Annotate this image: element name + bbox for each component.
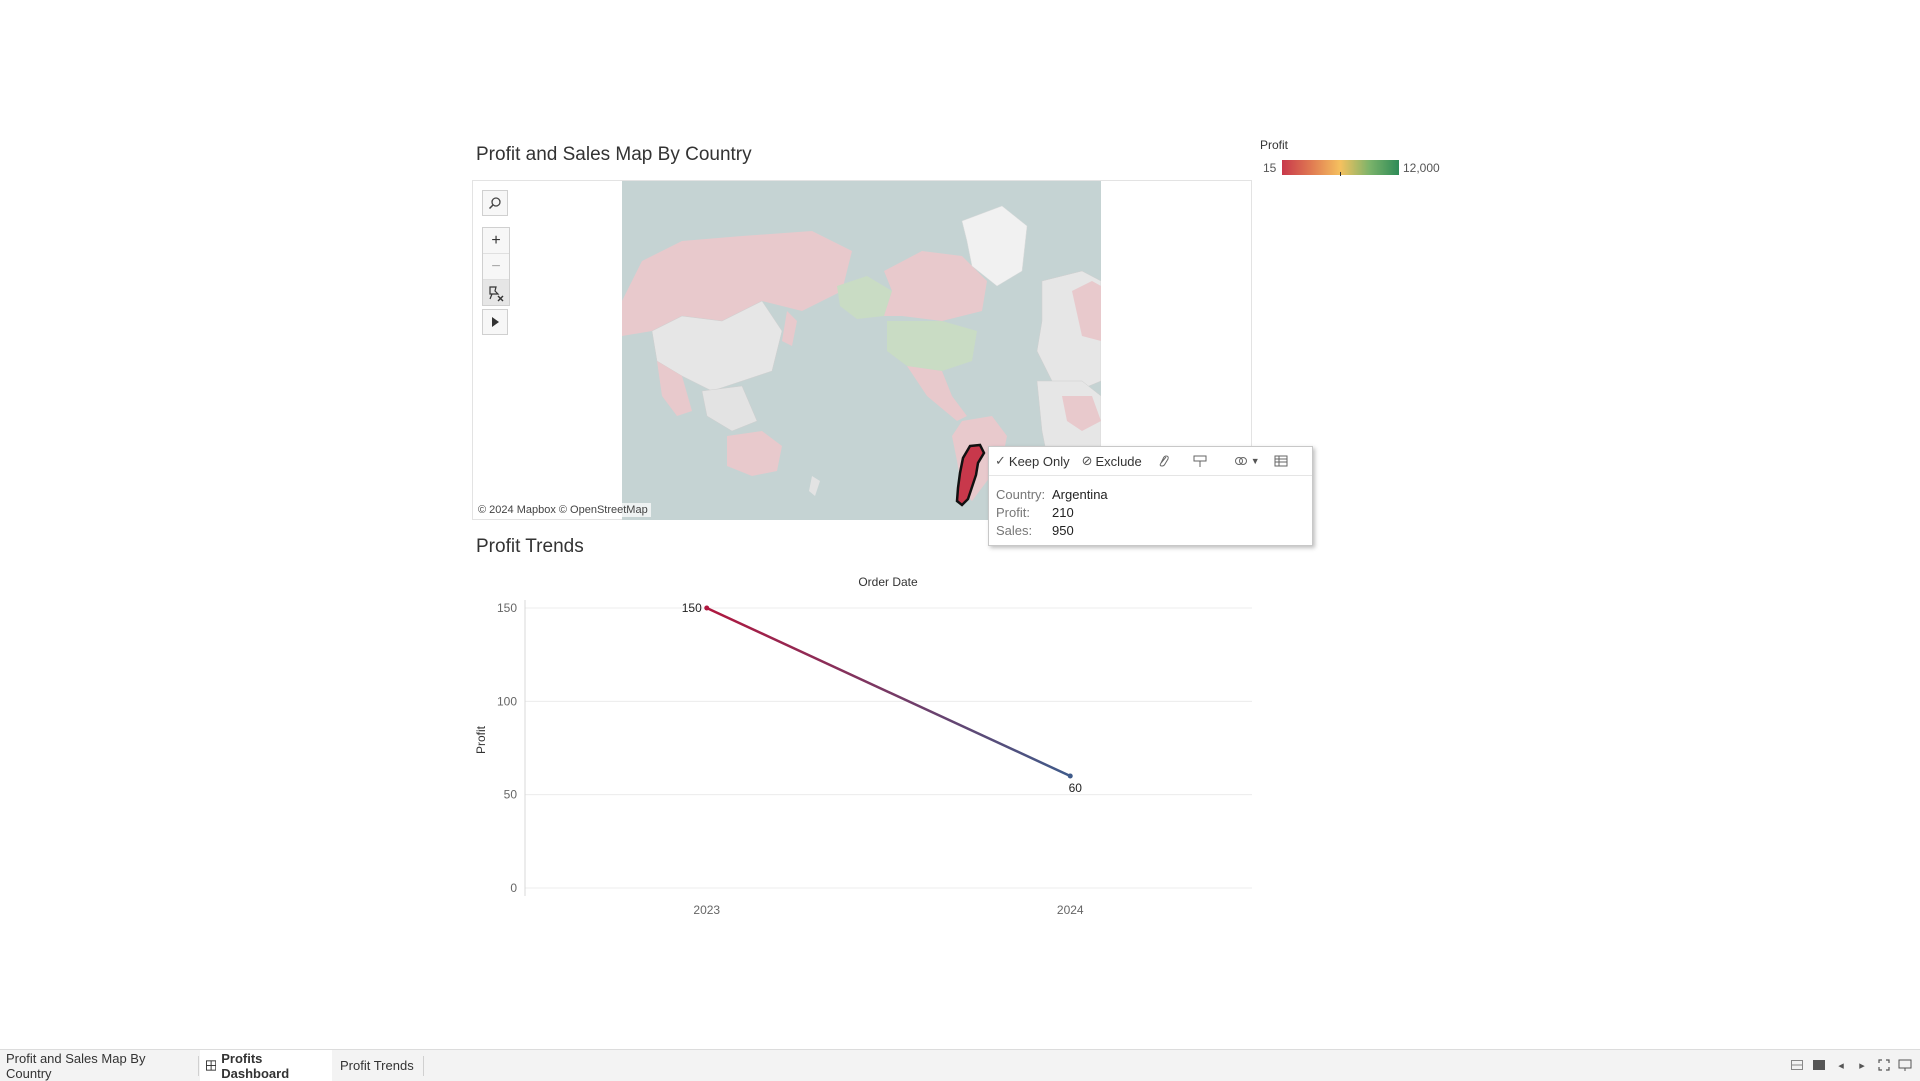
legend-marker xyxy=(1340,172,1341,176)
data-point[interactable] xyxy=(704,605,710,611)
trends-title: Profit Trends xyxy=(476,536,584,557)
keep-only-label: Keep Only xyxy=(1008,453,1070,469)
grid-view-icon[interactable] xyxy=(1790,1058,1804,1072)
y-tick-label: 150 xyxy=(497,601,517,615)
search-icon xyxy=(488,197,501,210)
next-icon[interactable]: ▸ xyxy=(1859,1059,1865,1072)
tooltip-key: Country: xyxy=(996,486,1046,502)
link-icon xyxy=(1234,457,1247,465)
legend-min: 15 xyxy=(1263,161,1277,175)
world-map xyxy=(622,205,1101,520)
sign-icon xyxy=(1193,455,1207,467)
x-tick-label: 2024 xyxy=(1057,903,1084,915)
map-expand-button[interactable] xyxy=(482,309,508,335)
zoom-in-button[interactable]: + xyxy=(483,228,509,254)
fullscreen-icon[interactable] xyxy=(1877,1058,1891,1072)
reset-map-button[interactable] xyxy=(483,280,509,305)
dashboard-icon xyxy=(206,1060,217,1071)
tab-profit-trends[interactable]: Profit Trends xyxy=(334,1050,422,1081)
y-axis-ticks: 0 50 100 150 xyxy=(497,601,517,895)
y-tick-label: 100 xyxy=(497,694,517,708)
tab-label: Profit Trends xyxy=(340,1058,414,1073)
table-icon xyxy=(1274,455,1288,467)
create-set-button[interactable] xyxy=(1186,454,1214,468)
zoom-out-button[interactable]: − xyxy=(483,254,509,280)
series-line[interactable] xyxy=(706,606,1071,778)
tooltip-row-profit: Profit: 210 xyxy=(996,503,1108,521)
single-view-icon[interactable] xyxy=(1812,1058,1826,1072)
view-data-button[interactable] xyxy=(1268,455,1294,467)
sheet-tab-bar: Profit and Sales Map By Country Profits … xyxy=(0,1049,1920,1081)
chart-series: 150 60 xyxy=(682,601,1083,795)
tooltip-row-country: Country: Argentina xyxy=(996,485,1108,503)
group-members-button[interactable] xyxy=(1152,454,1176,468)
present-icon[interactable] xyxy=(1898,1058,1912,1072)
map-search-button[interactable] xyxy=(482,190,508,216)
tooltip-value: Argentina xyxy=(1052,486,1108,502)
tab-label: Profits Dashboard xyxy=(221,1050,290,1081)
keep-only-button[interactable]: ✓ Keep Only xyxy=(989,453,1076,469)
legend-max: 12,000 xyxy=(1403,161,1440,175)
tooltip-rows: Country: Argentina Profit: 210 Sales: 95… xyxy=(996,485,1108,539)
argentina-selected-shape[interactable] xyxy=(950,443,990,508)
exclude-button[interactable]: ⊘ Exclude xyxy=(1076,453,1148,469)
chart-title: Order Date xyxy=(858,575,918,589)
exclude-icon: ⊘ xyxy=(1081,453,1093,468)
data-label: 60 xyxy=(1069,781,1083,795)
tab-profits-dashboard[interactable]: Profits Dashboard xyxy=(200,1050,332,1081)
data-label: 150 xyxy=(682,601,702,615)
x-axis-ticks: 2023 2024 xyxy=(693,903,1084,915)
legend-color-ramp[interactable] xyxy=(1282,160,1399,175)
tooltip-value: 950 xyxy=(1052,522,1074,538)
caret-down-icon: ▼ xyxy=(1250,456,1260,466)
check-icon: ✓ xyxy=(995,453,1006,468)
tooltip-key: Profit: xyxy=(996,504,1030,520)
tooltip-row-sales: Sales: 950 xyxy=(996,521,1108,539)
chart-grid xyxy=(524,600,1252,896)
more-actions-dropdown[interactable]: ▼ xyxy=(1228,455,1266,467)
play-icon xyxy=(492,317,499,327)
tooltip-value: 210 xyxy=(1052,504,1074,520)
data-point[interactable] xyxy=(1067,773,1073,779)
tooltip-toolbar: ✓ Keep Only ⊘ Exclude ▼ xyxy=(989,447,1312,476)
tooltip-key: Sales: xyxy=(996,522,1033,538)
map-zoom-controls: + − xyxy=(482,227,510,306)
legend-title: Profit xyxy=(1260,138,1289,152)
tooltip: ✓ Keep Only ⊘ Exclude ▼ xyxy=(988,446,1313,546)
y-tick-label: 0 xyxy=(510,881,517,895)
y-tick-label: 50 xyxy=(504,788,518,802)
exclude-label: Exclude xyxy=(1095,453,1142,469)
profit-trends-chart[interactable]: Order Date Profit 0 50 100 150 2023 2024 150… xyxy=(470,570,1260,915)
y-axis-label: Profit xyxy=(474,725,488,754)
map-canvas[interactable] xyxy=(622,181,1101,520)
prev-icon[interactable]: ◂ xyxy=(1838,1059,1844,1072)
tab-divider xyxy=(198,1056,199,1076)
tab-label: Profit and Sales Map By Country xyxy=(6,1050,146,1081)
map-attribution[interactable]: © 2024 Mapbox © OpenStreetMap xyxy=(475,503,651,517)
pin-clear-icon xyxy=(489,285,504,301)
tab-divider xyxy=(423,1056,424,1076)
paperclip-icon xyxy=(1159,455,1169,467)
tab-map-sheet[interactable]: Profit and Sales Map By Country xyxy=(0,1050,196,1081)
x-tick-label: 2023 xyxy=(693,903,720,915)
map-title: Profit and Sales Map By Country xyxy=(476,144,752,165)
